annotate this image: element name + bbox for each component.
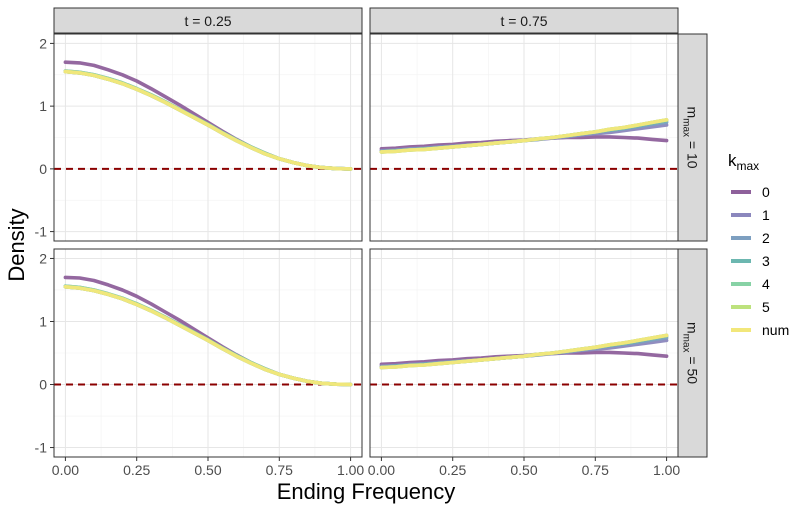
facet-strip-row-label: mmax = 50 [681,322,701,384]
facet-strip-row-sub: max [681,118,692,137]
series-line-k-num [379,333,669,370]
facet-strip-row [677,33,708,242]
y-tick-label: 2 [39,35,47,51]
x-tick-label: 0.75 [266,462,293,478]
legend-title: kmax [728,151,759,173]
x-tick-label: 1.00 [337,462,364,478]
legend-title-sub: max [737,159,760,173]
x-tick-label: 0.25 [439,462,466,478]
facet-strip-row [677,248,708,458]
facet-strip-col [53,7,363,34]
legend-title-base: k [728,151,737,170]
x-tick-label: 0.00 [368,462,395,478]
x-axis-title: Ending Frequency [277,479,456,504]
y-axis-title: Density [4,208,29,281]
panel-border [53,33,363,242]
facet-strip-row-sub: max [681,334,692,353]
panel-border [369,33,679,242]
y-tick-label: 2 [39,250,47,266]
legend-label: 2 [762,230,770,246]
legend-label: 4 [762,276,770,292]
facet-strip-row-base: m [685,322,701,334]
y-tick-label: -1 [35,440,48,456]
legend-label: 1 [762,207,770,223]
facet-strip-col-label: t = 0.25 [184,13,231,29]
legend-label: 3 [762,253,770,269]
facet-strip-col [369,7,679,34]
y-tick-label: 1 [39,313,47,329]
series-line-k-num [63,284,353,387]
x-tick-label: 0.50 [510,462,537,478]
legend-label: num [762,322,789,338]
facet-strip-row-base: m [685,106,701,118]
x-tick-label: 0.75 [582,462,609,478]
y-tick-label: -1 [35,224,48,240]
legend-label: 5 [762,299,770,315]
x-tick-label: 0.25 [123,462,150,478]
y-tick-label: 0 [39,161,47,177]
facet-strip-row-rest: = 10 [685,137,701,169]
facet-strip-col-label: t = 0.75 [500,13,547,29]
series-line-k-num [63,69,353,171]
y-tick-label: 1 [39,98,47,114]
x-tick-label: 0.00 [52,462,79,478]
legend-label: 0 [762,184,770,200]
x-tick-label: 1.00 [653,462,680,478]
facet-strip-row-rest: = 50 [685,353,701,385]
y-tick-label: 0 [39,377,47,393]
x-tick-label: 0.50 [194,462,221,478]
facet-strip-row-label: mmax = 10 [681,106,701,168]
legend: kmax 0 1 2 3 4 5 num [728,151,789,338]
series-line-k-num [379,118,669,154]
